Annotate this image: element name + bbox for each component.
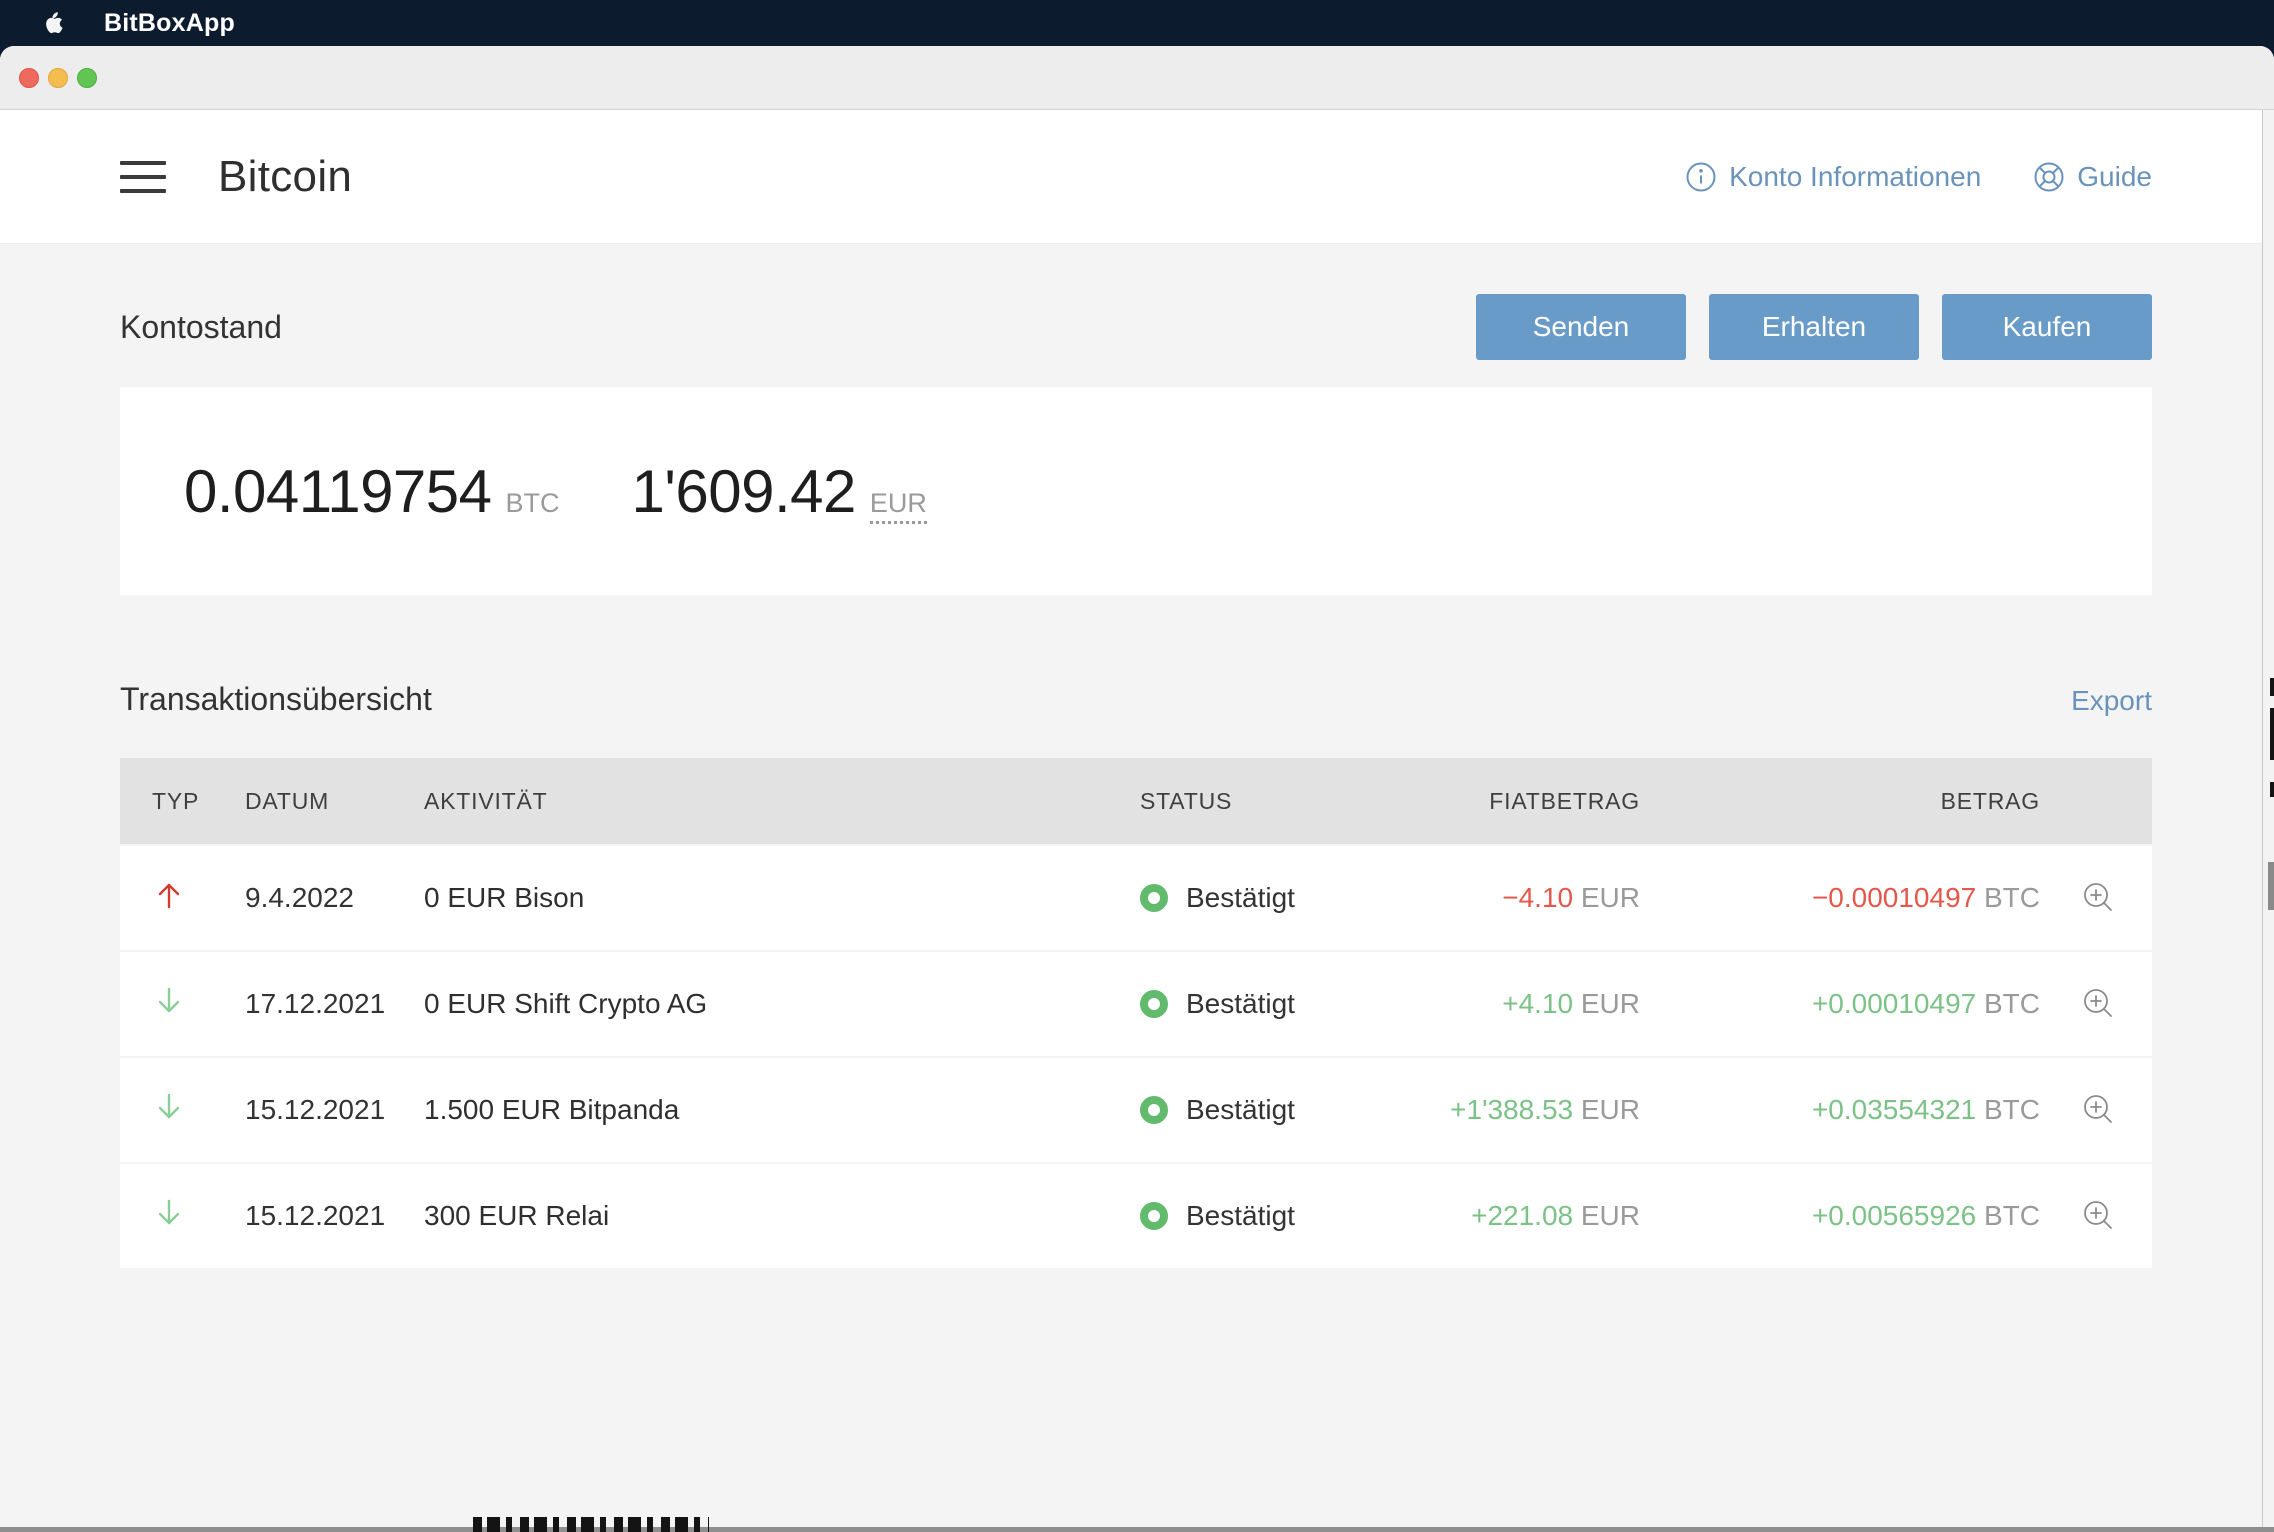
account-info-link[interactable]: Konto Informationen	[1685, 161, 1981, 193]
zoom-window-button[interactable]	[77, 67, 97, 88]
btc-balance-unit: BTC	[505, 487, 560, 518]
btc-balance-value: 0.04119754	[184, 457, 492, 525]
confirmed-status-icon	[1140, 990, 1168, 1018]
menu-hamburger-icon[interactable]	[120, 160, 166, 193]
receive-button[interactable]: Erhalten	[1709, 294, 1919, 360]
fiat-unit-toggle[interactable]: EUR	[869, 488, 927, 524]
outgoing-arrow-icon	[152, 878, 245, 919]
minimize-window-button[interactable]	[48, 67, 68, 88]
incoming-arrow-icon	[152, 1090, 245, 1131]
tx-btc-unit: BTC	[1976, 882, 2040, 913]
buy-button[interactable]: Kaufen	[1942, 294, 2152, 360]
magnifier-plus-icon	[2084, 1200, 2112, 1229]
confirmed-status-icon	[1140, 884, 1168, 912]
magnifier-plus-icon	[2084, 988, 2112, 1017]
col-status: STATUS	[1140, 787, 1233, 814]
guide-link[interactable]: Guide	[2033, 161, 2152, 193]
page-title: Bitcoin	[218, 151, 353, 201]
tx-status: Bestätigt	[1186, 1200, 1295, 1231]
tx-activity: 300 EUR Relai	[424, 1200, 610, 1231]
tx-btc-unit: BTC	[1976, 988, 2040, 1019]
tx-fiat-unit: EUR	[1573, 882, 1640, 913]
table-row[interactable]: 15.12.2021 300 EUR Relai Bestätigt +221.…	[120, 1162, 2152, 1268]
tx-activity: 1.500 EUR Bitpanda	[424, 1094, 680, 1125]
confirmed-status-icon	[1140, 1096, 1168, 1124]
transactions-section-title: Transaktionsübersicht	[120, 681, 432, 717]
confirmed-status-icon	[1140, 1202, 1168, 1230]
tx-btc-amount: −0.00010497	[1811, 882, 1977, 913]
export-link[interactable]: Export	[2071, 685, 2152, 716]
tx-date: 15.12.2021	[245, 1200, 386, 1231]
magnifier-plus-icon	[2084, 1094, 2112, 1123]
balance-section-title: Kontostand	[120, 308, 282, 345]
tx-date: 15.12.2021	[245, 1094, 386, 1125]
info-icon	[1686, 162, 1716, 191]
fiat-balance: 1'609.42 EUR	[632, 457, 927, 526]
clipped-text-fragment	[473, 1517, 709, 1532]
tx-fiat-amount: +4.10	[1502, 988, 1574, 1019]
tx-btc-unit: BTC	[1976, 1094, 2040, 1125]
tx-date: 17.12.2021	[245, 988, 386, 1019]
tx-date: 9.4.2022	[245, 882, 354, 913]
bottom-edge-bar	[0, 1527, 2274, 1532]
macos-menu-bar: BitBoxApp	[0, 0, 2274, 46]
table-row[interactable]: 9.4.2022 0 EUR Bison Bestätigt −4.10 EUR…	[120, 844, 2152, 950]
guide-icon	[2034, 162, 2064, 191]
col-typ: TYP	[152, 787, 200, 814]
tx-btc-amount: +0.03554321	[1811, 1094, 1977, 1125]
send-button[interactable]: Senden	[1476, 294, 1686, 360]
tx-detail-zoom-button[interactable]	[2076, 1088, 2120, 1132]
transactions-table: TYP DATUM AKTIVITÄT STATUS FIATBETRAG BE…	[120, 758, 2152, 1268]
tx-fiat-unit: EUR	[1573, 988, 1640, 1019]
fiat-balance-value: 1'609.42	[631, 457, 857, 525]
tx-detail-zoom-button[interactable]	[2076, 1194, 2120, 1238]
tx-btc-amount: +0.00565926	[1811, 1200, 1977, 1231]
table-row[interactable]: 15.12.2021 1.500 EUR Bitpanda Bestätigt …	[120, 1056, 2152, 1162]
tx-detail-zoom-button[interactable]	[2076, 876, 2120, 920]
window-title-bar	[0, 46, 2274, 110]
col-betrag: BETRAG	[1940, 787, 2040, 814]
tx-btc-unit: BTC	[1976, 1200, 2040, 1231]
btc-balance: 0.04119754 BTC	[184, 457, 560, 526]
tx-fiat-amount: +221.08	[1471, 1200, 1574, 1231]
tx-fiat-amount: +1'388.53	[1450, 1094, 1574, 1125]
balance-card: 0.04119754 BTC 1'609.42 EUR	[120, 387, 2152, 595]
incoming-arrow-icon	[152, 1196, 245, 1237]
tx-activity: 0 EUR Shift Crypto AG	[424, 988, 708, 1019]
tx-activity: 0 EUR Bison	[424, 882, 585, 913]
app-window: Bitcoin Konto Informationen	[0, 46, 2274, 1532]
scrollbar[interactable]	[2262, 110, 2274, 1532]
account-info-label: Konto Informationen	[1729, 160, 1982, 192]
close-window-button[interactable]	[19, 67, 39, 88]
tx-fiat-amount: −4.10	[1502, 882, 1574, 913]
col-datum: DATUM	[245, 787, 330, 814]
col-fiatbetrag: FIATBETRAG	[1489, 787, 1640, 814]
guide-label: Guide	[2077, 160, 2152, 192]
tx-fiat-unit: EUR	[1573, 1094, 1640, 1125]
magnifier-plus-icon	[2084, 882, 2112, 911]
app-header: Bitcoin Konto Informationen	[0, 110, 2274, 244]
tx-status: Bestätigt	[1186, 1094, 1295, 1125]
menubar-app-name[interactable]: BitBoxApp	[104, 8, 235, 37]
col-aktivitaet: AKTIVITÄT	[424, 787, 548, 814]
apple-menu-icon[interactable]	[40, 8, 66, 38]
table-row[interactable]: 17.12.2021 0 EUR Shift Crypto AG Bestäti…	[120, 950, 2152, 1056]
tx-status: Bestätigt	[1186, 882, 1295, 913]
incoming-arrow-icon	[152, 984, 245, 1025]
tx-detail-zoom-button[interactable]	[2076, 982, 2120, 1026]
tx-status: Bestätigt	[1186, 988, 1295, 1019]
tx-btc-amount: +0.00010497	[1811, 988, 1977, 1019]
table-header-row: TYP DATUM AKTIVITÄT STATUS FIATBETRAG BE…	[120, 758, 2152, 844]
tx-fiat-unit: EUR	[1573, 1200, 1640, 1231]
